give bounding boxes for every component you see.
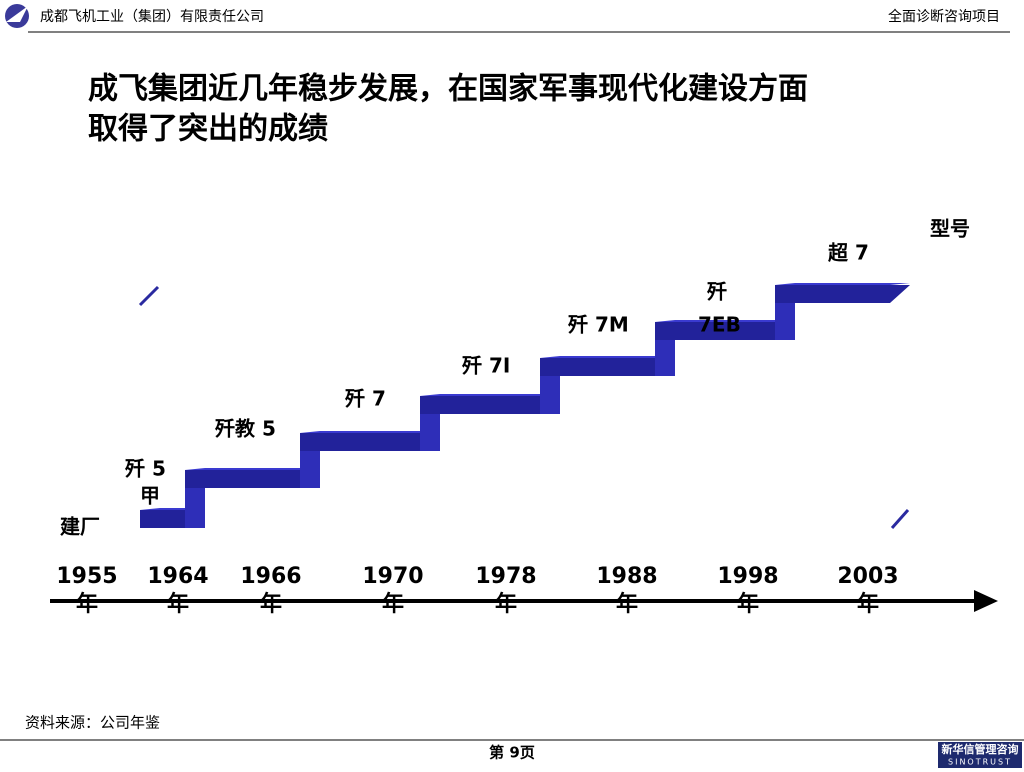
stair-top (300, 431, 440, 433)
source-note: 资料来源：公司年鉴 (25, 714, 160, 732)
year-suffix: 年 (857, 591, 879, 617)
stair-top (540, 356, 675, 358)
title-line: 成飞集团近几年稳步发展，在国家军事现代化建设方面 (88, 72, 808, 107)
milestone-label: 超 7 (827, 241, 869, 265)
footer-logo (938, 742, 1022, 768)
year-label: 1955 (56, 564, 117, 589)
year-suffix: 年 (260, 591, 282, 617)
logo-plane (6, 6, 28, 22)
milestone-label: 建厂 (60, 515, 100, 539)
stair-tread (420, 396, 540, 414)
logo-en: SINOTRUST (948, 758, 1012, 767)
year-label: 1988 (596, 564, 657, 589)
year-suffix: 年 (382, 591, 404, 617)
page-number: 第 9页 (489, 744, 535, 762)
stair-riser (185, 488, 205, 528)
stair-top (775, 283, 910, 285)
stair-tread (540, 358, 655, 376)
year-suffix: 年 (616, 591, 638, 617)
axis-label: 型号 (930, 217, 970, 241)
year-suffix: 年 (737, 591, 759, 617)
stair-top (420, 394, 560, 396)
year-label: 1970 (362, 564, 423, 589)
milestone-label: 歼教 5 (214, 417, 276, 441)
milestone-label: 歼 7M (567, 313, 629, 337)
milestone-label: 歼 7I (461, 354, 510, 378)
project-name: 全面诊断咨询项目 (888, 8, 1000, 25)
title-line: 取得了突出的成绩 (88, 112, 328, 147)
stair-top (655, 320, 795, 322)
logo-cn: 新华信管理咨询 (942, 742, 1019, 756)
company-name: 成都飞机工业（集团）有限责任公司 (40, 8, 264, 25)
year-label: 1998 (717, 564, 778, 589)
milestone-label: 7EB (698, 313, 741, 337)
milestone-label: 歼 (706, 280, 727, 304)
year-label: 1964 (147, 564, 208, 589)
year-suffix: 年 (167, 591, 189, 617)
timeline-arrow (974, 590, 998, 612)
header: 成都飞机工业（集团）有限责任公司 全面诊断咨询项目 (5, 4, 1010, 33)
stair-riser (420, 414, 440, 451)
stair-tread (300, 433, 420, 451)
stair-top (185, 468, 320, 470)
milestone-label: 甲 (140, 484, 160, 508)
stair-tread (185, 470, 300, 488)
year-label: 2003 (837, 564, 898, 589)
decor-slash (890, 509, 910, 529)
stair-tread (655, 322, 775, 340)
year-suffix: 年 (76, 591, 98, 617)
stair-riser (655, 340, 675, 376)
stair-tread (140, 510, 185, 528)
milestone-label: 歼 5 (124, 457, 166, 481)
milestone-label: 歼 7 (344, 387, 386, 411)
decor-slash (138, 285, 160, 307)
stair-riser (775, 303, 795, 340)
staircase (140, 283, 910, 528)
year-label: 1978 (475, 564, 536, 589)
year-label: 1966 (240, 564, 301, 589)
stair-riser (300, 451, 320, 488)
stair-riser (540, 376, 560, 414)
year-suffix: 年 (495, 591, 517, 617)
stair-tread (775, 285, 910, 303)
